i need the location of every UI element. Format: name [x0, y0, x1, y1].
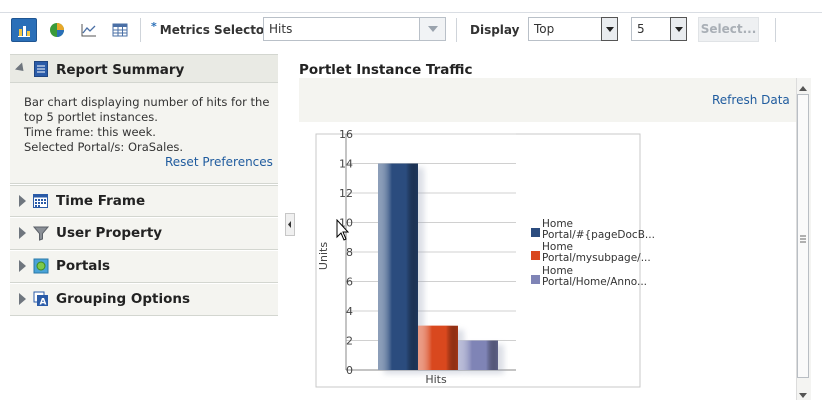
report-summary-body: [10, 83, 278, 184]
bar: [378, 163, 418, 370]
reset-preferences-link[interactable]: Reset Preferences: [165, 155, 273, 169]
legend-label: Home: [542, 241, 573, 253]
y-tick-label: 6: [346, 276, 353, 289]
metrics-selector-dropdown-button[interactable]: [419, 17, 446, 41]
y-tick-label: 16: [339, 128, 353, 141]
time-frame-title: Time Frame: [56, 193, 146, 209]
legend-label: Home: [542, 265, 573, 277]
summary-line: Bar chart displaying number of hits for …: [24, 95, 270, 109]
y-tick-label: 14: [339, 158, 353, 171]
summary-line: Time frame: this week.: [24, 125, 156, 139]
collapse-triangle-icon: [14, 62, 28, 75]
chevron-down-icon: [427, 26, 438, 32]
chevron-down-icon: [674, 26, 683, 32]
required-marker: *: [151, 20, 157, 33]
count-dropdown-button[interactable]: [670, 17, 687, 41]
bar-shadow: [384, 167, 424, 374]
legend-swatch: [531, 251, 540, 260]
bar-highlight: [418, 325, 458, 370]
bar: [458, 340, 498, 370]
expand-triangle-icon: [19, 195, 26, 207]
chart-header-bar: [299, 78, 796, 122]
chevron-down-icon: [605, 26, 614, 32]
bar-highlight: [378, 163, 418, 370]
count-select[interactable]: 5: [631, 17, 671, 41]
toolbar-top-border: [0, 12, 822, 13]
mouse-cursor-icon: [336, 219, 350, 241]
bar-shadow: [424, 329, 464, 374]
metrics-selector-label-text: Metrics Selector: [159, 23, 271, 37]
refresh-data-link[interactable]: Refresh Data: [712, 93, 790, 107]
toolbar-separator: [775, 18, 776, 42]
y-tick-label: 4: [346, 305, 353, 318]
display-dropdown-button[interactable]: [601, 17, 618, 41]
legend-label: Home: [542, 218, 573, 230]
grouping-icon: A: [33, 291, 49, 310]
summary-line: Selected Portal/s: OraSales.: [24, 140, 184, 154]
legend-label: Portal/mysubpage/...: [542, 252, 651, 264]
expand-triangle-icon: [19, 260, 26, 272]
grouping-options-header[interactable]: A Grouping Options: [10, 284, 278, 316]
pie-chart-icon[interactable]: [44, 18, 70, 42]
display-label: Display: [470, 23, 520, 37]
user-property-title: User Property: [56, 225, 163, 241]
line-chart-icon[interactable]: [76, 18, 102, 42]
display-select[interactable]: Top: [528, 17, 602, 41]
report-icon: [34, 61, 48, 80]
legend-label: Portal/Home/Anno...: [542, 276, 647, 288]
bar-chart-icon[interactable]: [11, 18, 37, 42]
plot-area: [346, 134, 516, 370]
expand-triangle-icon: [19, 227, 26, 239]
grouping-options-title: Grouping Options: [56, 291, 191, 307]
legend-swatch: [531, 275, 540, 284]
filter-icon: [32, 225, 50, 244]
toolbar-separator: [140, 18, 141, 42]
y-tick-label: 12: [339, 187, 353, 200]
expand-triangle-icon: [19, 293, 26, 305]
svg-text:A: A: [40, 298, 47, 308]
bar-highlight: [458, 340, 498, 370]
portal-icon: [33, 258, 49, 277]
time-frame-header[interactable]: Time Frame: [10, 185, 278, 217]
y-axis-label: Units: [317, 242, 330, 270]
y-tick-label: 2: [346, 335, 353, 348]
bar-shadow: [464, 344, 504, 374]
portals-title: Portals: [56, 258, 111, 274]
y-tick-label: 0: [346, 364, 353, 377]
metrics-selector-label: * Metrics Selector: [151, 20, 271, 37]
bar: [418, 325, 458, 370]
legend-swatch: [531, 228, 540, 237]
chart-frame: [315, 133, 641, 388]
panel-splitter-handle[interactable]: [285, 213, 295, 236]
report-summary-title: Report Summary: [56, 62, 185, 78]
x-category-label: Hits: [425, 373, 447, 386]
scroll-grip-icon: [800, 232, 806, 246]
user-property-header[interactable]: User Property: [10, 218, 278, 250]
panel-title: Portlet Instance Traffic: [299, 62, 473, 78]
portals-header[interactable]: Portals: [10, 251, 278, 283]
toolbar-separator: [456, 18, 457, 42]
report-summary-header[interactable]: Report Summary: [10, 54, 278, 83]
summary-line: top 5 portlet instances.: [24, 110, 158, 124]
metrics-selector-input[interactable]: Hits: [263, 17, 421, 41]
table-icon[interactable]: [107, 18, 133, 42]
scroll-down-icon[interactable]: [798, 389, 808, 403]
calendar-icon: [33, 194, 48, 211]
legend-label: Portal/#{pageDocB...: [542, 229, 655, 241]
scroll-up-icon[interactable]: [798, 81, 808, 95]
select-button[interactable]: Select...: [698, 17, 759, 42]
y-tick-label: 8: [346, 246, 353, 259]
